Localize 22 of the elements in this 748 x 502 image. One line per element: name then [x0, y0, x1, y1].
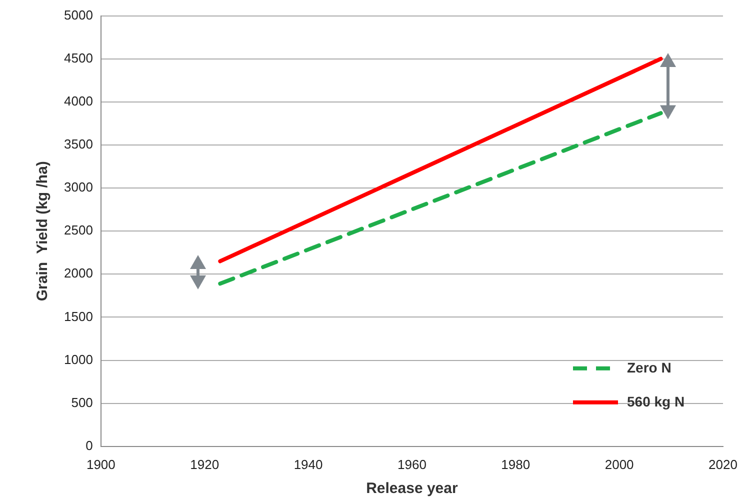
x-tick-label: 2000	[604, 456, 634, 472]
x-axis-title: Release year	[366, 480, 458, 498]
y-axis-title: Grain Yield (kg /ha)	[34, 161, 52, 302]
y-tick-label: 1500	[64, 308, 93, 324]
x-tick-label: 1900	[86, 456, 116, 472]
y-tick-label: 3000	[64, 180, 93, 195]
y-tick-label: 3500	[64, 136, 93, 152]
y-tick-label: 2500	[64, 222, 93, 238]
y-tick-label: 4000	[64, 94, 93, 108]
x-tick-label: 2020	[708, 456, 738, 472]
x-tick-label: 1940	[294, 456, 323, 472]
y-tick-label: 0	[86, 438, 93, 453]
y-tick-label: 500	[71, 394, 93, 410]
y-tick-label: 5000	[64, 7, 93, 22]
y-tick-label: 4500	[64, 50, 93, 66]
legend-label: 560 kg N	[627, 393, 685, 410]
y-tick-label: 1000	[64, 352, 93, 367]
legend-label: Zero N	[627, 359, 672, 376]
x-tick-label: 1960	[398, 456, 426, 472]
x-tick-label: 1920	[190, 456, 220, 472]
x-tick-label: 1980	[501, 456, 530, 472]
y-tick-label: 2000	[64, 266, 93, 281]
